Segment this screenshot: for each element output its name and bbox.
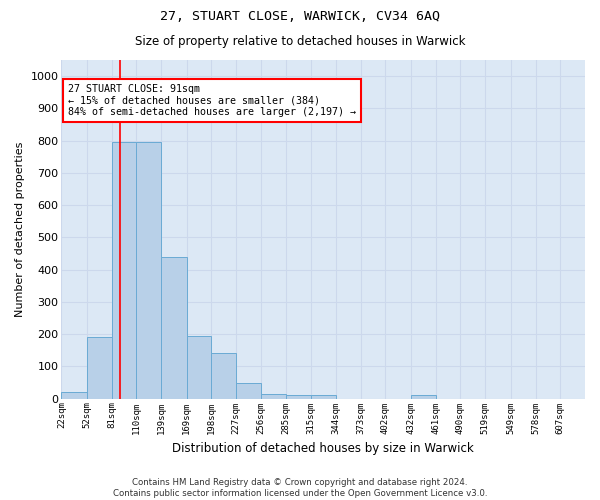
X-axis label: Distribution of detached houses by size in Warwick: Distribution of detached houses by size …: [172, 442, 474, 455]
Bar: [286, 395, 311, 398]
Text: 27 STUART CLOSE: 91sqm
← 15% of detached houses are smaller (384)
84% of semi-de: 27 STUART CLOSE: 91sqm ← 15% of detached…: [68, 84, 356, 117]
Text: Contains HM Land Registry data © Crown copyright and database right 2024.
Contai: Contains HM Land Registry data © Crown c…: [113, 478, 487, 498]
Y-axis label: Number of detached properties: Number of detached properties: [15, 142, 25, 317]
Bar: [161, 256, 187, 398]
Bar: [311, 395, 336, 398]
Text: 27, STUART CLOSE, WARWICK, CV34 6AQ: 27, STUART CLOSE, WARWICK, CV34 6AQ: [160, 10, 440, 23]
Text: Size of property relative to detached houses in Warwick: Size of property relative to detached ho…: [135, 35, 465, 48]
Bar: [112, 142, 136, 399]
Bar: [87, 338, 112, 398]
Bar: [411, 396, 436, 398]
Bar: [236, 383, 261, 398]
Bar: [136, 142, 161, 399]
Bar: [187, 336, 211, 398]
Bar: [261, 394, 286, 398]
Bar: [61, 392, 87, 398]
Bar: [211, 354, 236, 399]
